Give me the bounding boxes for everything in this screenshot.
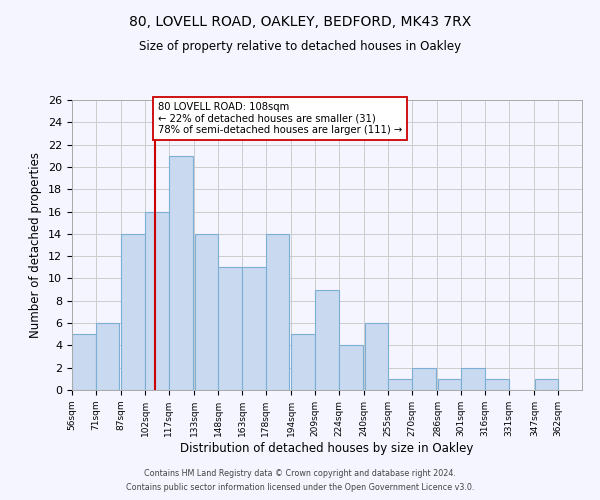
Bar [461, 368, 485, 390]
Bar [72, 334, 95, 390]
Text: Size of property relative to detached houses in Oakley: Size of property relative to detached ho… [139, 40, 461, 53]
Bar [316, 290, 338, 390]
X-axis label: Distribution of detached houses by size in Oakley: Distribution of detached houses by size … [181, 442, 473, 454]
Bar [292, 334, 315, 390]
Bar [96, 323, 119, 390]
Bar [365, 323, 388, 390]
Bar [412, 368, 436, 390]
Bar [535, 379, 558, 390]
Bar [388, 379, 412, 390]
Bar [121, 234, 145, 390]
Y-axis label: Number of detached properties: Number of detached properties [29, 152, 43, 338]
Bar [485, 379, 509, 390]
Text: 80, LOVELL ROAD, OAKLEY, BEDFORD, MK43 7RX: 80, LOVELL ROAD, OAKLEY, BEDFORD, MK43 7… [129, 15, 471, 29]
Text: Contains HM Land Registry data © Crown copyright and database right 2024.: Contains HM Land Registry data © Crown c… [144, 468, 456, 477]
Bar [266, 234, 289, 390]
Text: Contains public sector information licensed under the Open Government Licence v3: Contains public sector information licen… [126, 484, 474, 492]
Bar [145, 212, 169, 390]
Bar [169, 156, 193, 390]
Bar [339, 346, 362, 390]
Bar [242, 268, 266, 390]
Bar [194, 234, 218, 390]
Bar [437, 379, 461, 390]
Bar [218, 268, 242, 390]
Text: 80 LOVELL ROAD: 108sqm
← 22% of detached houses are smaller (31)
78% of semi-det: 80 LOVELL ROAD: 108sqm ← 22% of detached… [158, 102, 402, 136]
